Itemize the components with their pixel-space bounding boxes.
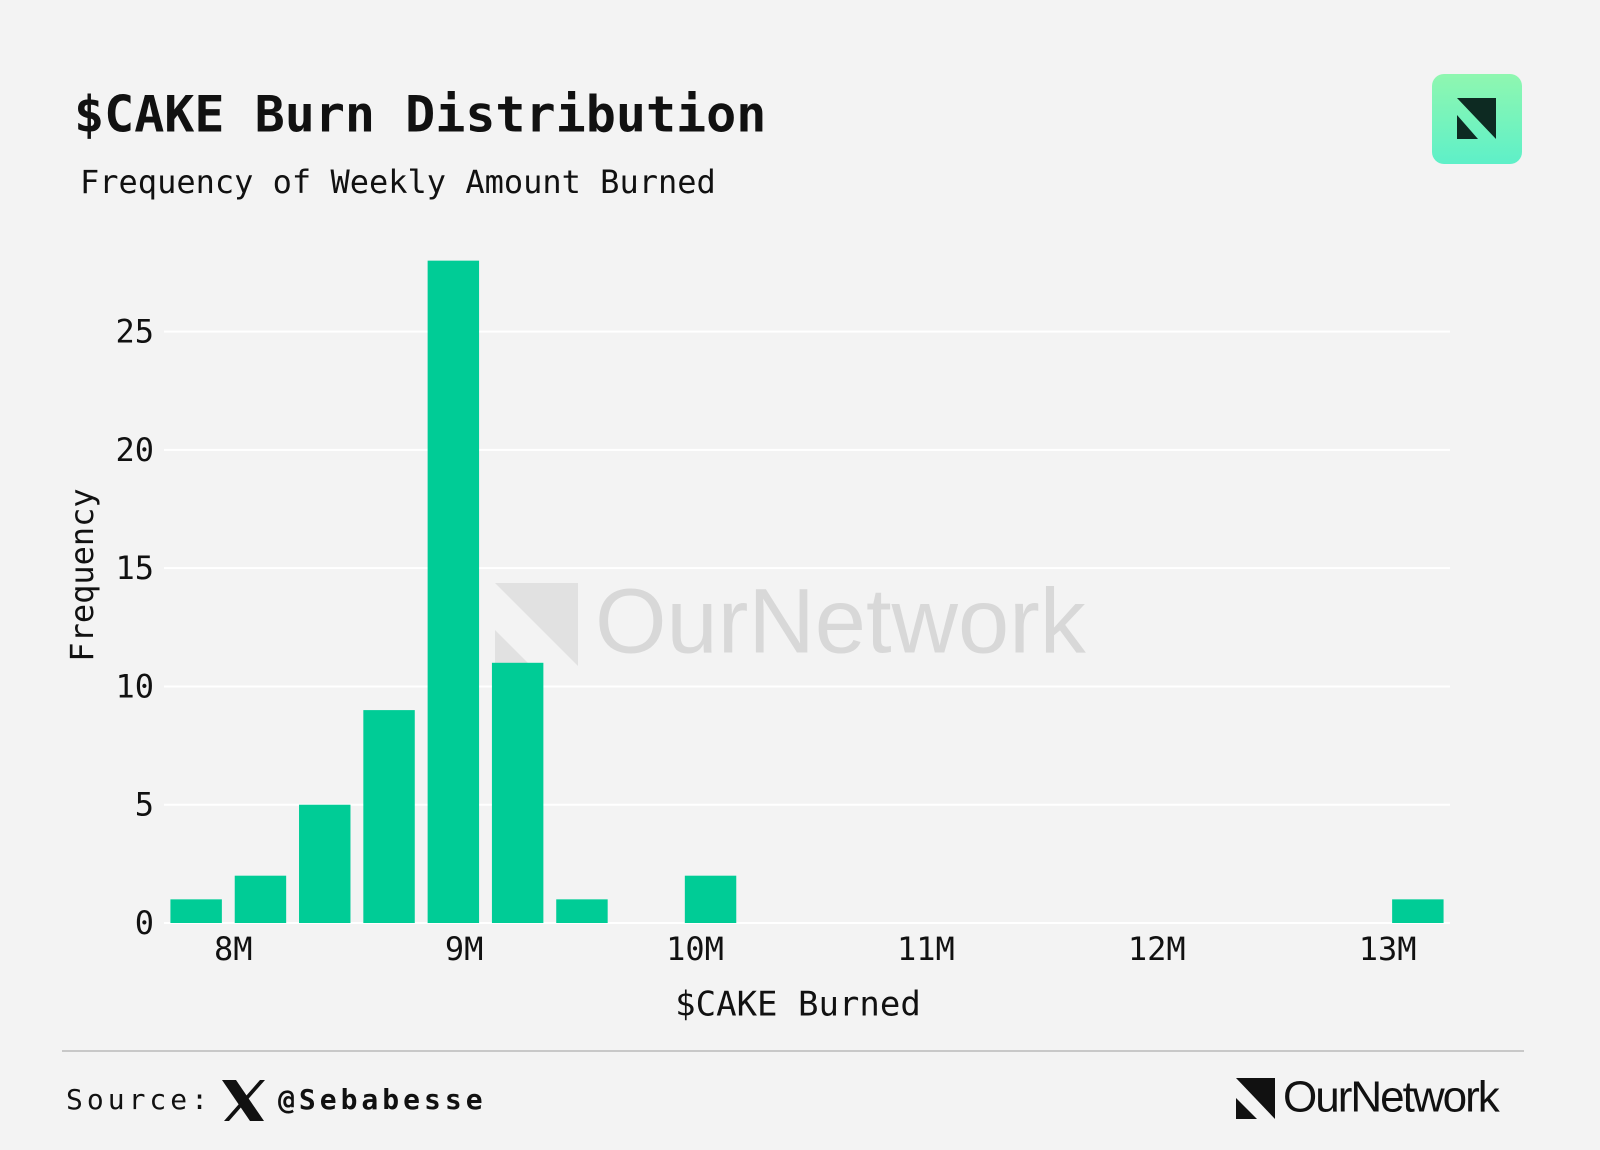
source-label: Source: (66, 1083, 212, 1116)
bar (427, 260, 480, 924)
bar (684, 875, 737, 923)
bar (363, 710, 415, 923)
y-axis-label: Frequency (63, 488, 101, 661)
bar (556, 899, 608, 923)
x-axis-label: $CAKE Burned (675, 985, 921, 1025)
x-tick-label: 12M (1128, 930, 1186, 968)
x-tick-label: 10M (666, 930, 724, 968)
brand-icon (1236, 1078, 1275, 1119)
y-tick-label: 0 (135, 904, 154, 942)
x-tick-label: 13M (1359, 930, 1417, 968)
watermark-icon (495, 583, 578, 666)
x-tick-label: 11M (897, 930, 955, 968)
x-tick-label: 8M (214, 930, 253, 968)
y-tick-label: 5 (135, 786, 154, 824)
source-handle: @Sebabesse (278, 1083, 487, 1116)
bar (299, 804, 351, 923)
y-tick-label: 20 (115, 431, 154, 469)
y-tick-label: 25 (115, 313, 154, 351)
bar (170, 899, 222, 923)
y-tick-label: 15 (115, 549, 154, 587)
chart-title: $CAKE Burn Distribution (74, 86, 766, 144)
bar (1392, 899, 1444, 923)
watermark: OurNetwork (595, 570, 1087, 672)
x-tick-label: 9M (445, 930, 484, 968)
logo (1432, 74, 1522, 164)
brand: OurNetwork (1283, 1073, 1501, 1122)
chart-subtitle: Frequency of Weekly Amount Burned (80, 163, 716, 201)
y-tick-label: 10 (115, 667, 154, 705)
bar (491, 662, 544, 923)
bar (234, 875, 287, 923)
x-logo (222, 1080, 265, 1121)
